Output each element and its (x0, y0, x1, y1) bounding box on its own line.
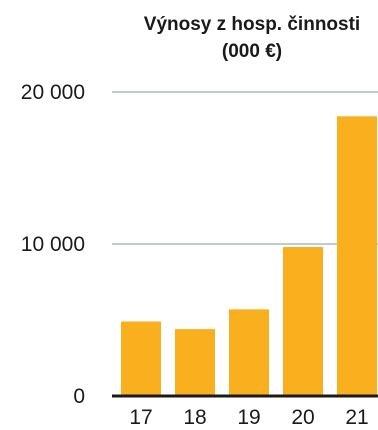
y-tick-label: 10 000 (21, 233, 85, 256)
bar-20 (283, 247, 323, 396)
chart-title-line-1: Výnosy z hosp. činnosti (144, 14, 360, 35)
x-tick-label: 17 (129, 406, 152, 429)
chart-title-line-2: (000 €) (222, 41, 282, 62)
x-tick-label: 20 (291, 406, 314, 429)
y-tick-label: 20 000 (21, 81, 85, 104)
bar-19 (229, 309, 269, 396)
x-axis-ticks: 17 18 19 20 21 (129, 406, 368, 429)
gridlines (112, 91, 378, 245)
x-tick-label: 21 (345, 406, 368, 429)
bars (121, 116, 377, 396)
bar-17 (121, 321, 161, 396)
x-tick-label: 18 (183, 406, 206, 429)
y-axis-ticks: 0 10 000 20 000 (21, 81, 85, 408)
y-tick-label: 0 (73, 385, 85, 408)
x-tick-label: 19 (237, 406, 260, 429)
bar-21 (337, 116, 377, 396)
bar-18 (175, 329, 215, 396)
